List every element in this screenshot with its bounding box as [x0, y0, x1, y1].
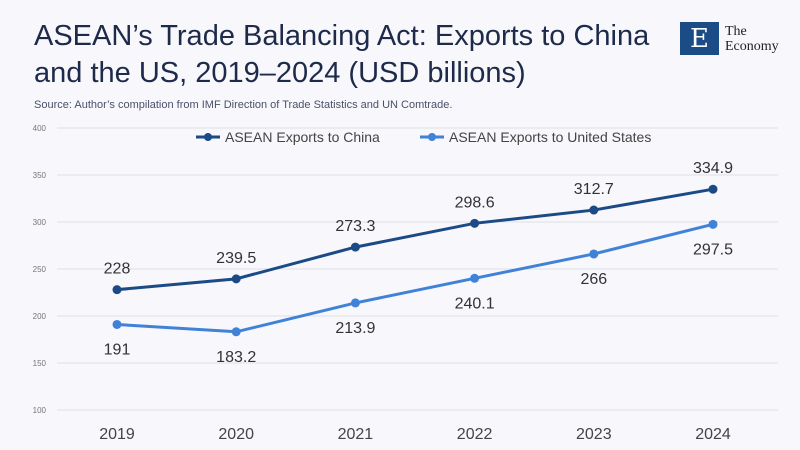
legend-label: ASEAN Exports to United States: [449, 129, 651, 145]
data-label: 191: [104, 341, 131, 358]
y-tick-label: 300: [33, 218, 47, 227]
data-label: 266: [580, 271, 607, 288]
x-tick-label: 2020: [218, 426, 254, 443]
data-label: 228: [104, 261, 131, 278]
legend-marker: [204, 133, 212, 141]
source-note: Source: Author’s compilation from IMF Di…: [34, 99, 453, 111]
logo-mark: E: [680, 22, 719, 55]
data-point: [350, 298, 360, 308]
data-point: [589, 205, 599, 215]
y-tick-label: 250: [33, 265, 47, 274]
data-point: [708, 184, 718, 194]
y-tick-label: 150: [33, 359, 47, 368]
legend-label: ASEAN Exports to China: [225, 129, 380, 145]
x-tick-label: 2024: [695, 426, 731, 443]
logo: E The Economy: [680, 22, 795, 55]
x-tick-label: 2023: [576, 426, 612, 443]
data-point: [231, 274, 241, 284]
y-tick-label: 200: [33, 312, 47, 321]
data-point: [231, 327, 241, 337]
x-tick-label: 2022: [457, 426, 493, 443]
data-label: 239.5: [216, 250, 256, 267]
chart-title: ASEAN’s Trade Balancing Act: Exports to …: [34, 20, 650, 89]
y-tick-label: 350: [33, 171, 47, 180]
data-label: 334.9: [693, 160, 733, 177]
data-point: [112, 285, 122, 295]
data-point: [112, 319, 122, 329]
data-label: 312.7: [574, 181, 614, 198]
legend-marker: [428, 133, 436, 141]
data-label: 183.2: [216, 349, 256, 366]
series-line: [116, 222, 714, 334]
y-tick-label: 400: [33, 124, 47, 133]
data-label: 298.6: [455, 194, 495, 211]
logo-text: The Economy: [725, 23, 779, 54]
data-label: 240.1: [455, 295, 495, 312]
data-point: [350, 242, 360, 252]
x-tick-label: 2019: [99, 426, 135, 443]
data-point: [589, 249, 599, 259]
y-tick-label: 100: [33, 406, 47, 415]
data-point: [470, 218, 480, 228]
data-point: [470, 273, 480, 283]
data-point: [708, 219, 718, 229]
data-label: 273.3: [335, 218, 375, 235]
data-label: 297.5: [693, 241, 733, 258]
data-label: 213.9: [335, 320, 375, 337]
x-tick-label: 2021: [338, 426, 374, 443]
series-line: [116, 187, 714, 292]
